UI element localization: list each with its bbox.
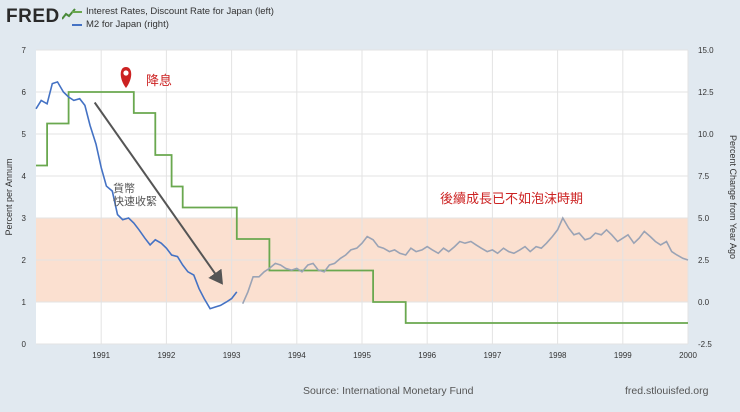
y-tick-left: 3 <box>22 214 27 223</box>
x-tick-label: 1995 <box>353 351 371 360</box>
legend-swatch-m2 <box>72 23 82 26</box>
arrow-label-line: 快速收緊 <box>113 194 157 208</box>
y-tick-left: 4 <box>22 172 27 181</box>
arrow-label-line: 貨幣 <box>113 181 135 195</box>
pin-label: 降息 <box>146 73 172 88</box>
x-tick-label: 2000 <box>679 351 697 360</box>
x-tick-label: 1994 <box>288 351 306 360</box>
fred-logo: FRED <box>6 6 76 28</box>
y-tick-right: 10.0 <box>698 130 714 139</box>
legend-label-discount-rate: Interest Rates, Discount Rate for Japan … <box>86 6 274 17</box>
fred-logo-text: FRED <box>6 6 60 27</box>
x-tick-label: 1998 <box>549 351 567 360</box>
y-tick-right: -2.5 <box>698 340 712 349</box>
y-tick-right: 2.5 <box>698 256 710 265</box>
y-axis-label-right: Percent Change from Year Ago <box>728 135 738 259</box>
y-tick-right: 12.5 <box>698 88 714 97</box>
y-tick-right: 7.5 <box>698 172 710 181</box>
y-tick-left: 1 <box>22 298 27 307</box>
fred-chart-mark-icon <box>61 8 76 20</box>
legend-label-m2: M2 for Japan (right) <box>86 19 169 30</box>
y-tick-left: 7 <box>22 46 27 55</box>
y-tick-left: 2 <box>22 256 27 265</box>
x-tick-label: 1999 <box>614 351 632 360</box>
legend-item-m2: M2 for Japan (right) <box>72 18 274 31</box>
y-tick-left: 0 <box>22 340 27 349</box>
pin-dot <box>123 70 129 76</box>
pin-shape <box>120 67 132 88</box>
y-tick-left: 6 <box>22 88 27 97</box>
series-line-discount-rate <box>36 91 688 324</box>
series-line-m2 <box>35 80 238 310</box>
x-tick-label: 1992 <box>158 351 176 360</box>
x-tick-label: 1993 <box>223 351 241 360</box>
x-tick-label: 1997 <box>484 351 502 360</box>
bubble-note: 後續成長已不如泡沫時期 <box>440 191 583 206</box>
chart-legend: Interest Rates, Discount Rate for Japan … <box>72 5 274 31</box>
fred-url: fred.stlouisfed.org <box>625 385 709 397</box>
x-tick-label: 1996 <box>418 351 436 360</box>
y-tick-left: 5 <box>22 130 27 139</box>
y-tick-right: 5.0 <box>698 214 710 223</box>
y-tick-right: 15.0 <box>698 46 714 55</box>
source-note: Source: International Monetary Fund <box>303 385 474 397</box>
series-line-m2-faded <box>241 216 689 305</box>
legend-swatch-discount-rate <box>72 10 82 13</box>
y-tick-right: 0.0 <box>698 298 710 307</box>
location-pin-icon <box>120 67 132 88</box>
x-tick-label: 1991 <box>92 351 110 360</box>
tightening-arrow <box>93 101 223 285</box>
legend-item-discount-rate: Interest Rates, Discount Rate for Japan … <box>72 5 274 18</box>
y-axis-label-left: Percent per Annum <box>4 158 14 235</box>
